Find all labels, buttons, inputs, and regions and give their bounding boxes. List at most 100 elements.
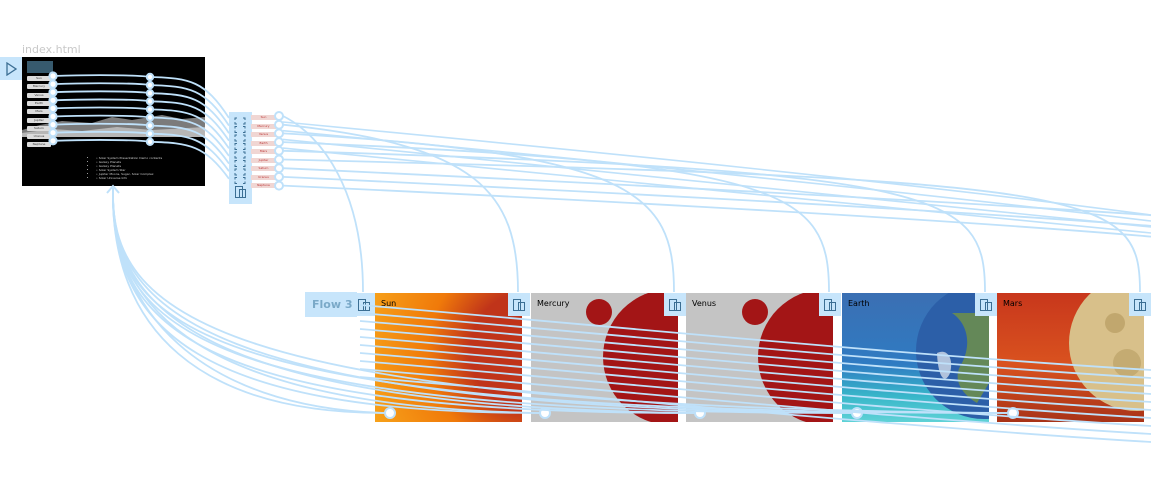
slide-title: Mars — [1003, 299, 1023, 308]
connection-port[interactable] — [274, 137, 284, 148]
index-header-bar — [27, 61, 53, 73]
menu-panel-button[interactable]: Venus — [251, 132, 276, 137]
index-list-item: • Solar System Presentation Demo content… — [96, 156, 162, 160]
planet-graphic — [586, 293, 678, 422]
link-page-icon — [1134, 298, 1146, 311]
arrow-head-icon — [106, 184, 120, 194]
index-menu-button[interactable]: Earth — [27, 100, 51, 106]
connection-port[interactable] — [145, 137, 155, 147]
menu-link-panel[interactable] — [229, 112, 252, 204]
connection-port[interactable] — [48, 79, 58, 89]
connection-wire — [282, 184, 1151, 238]
index-menu-button[interactable]: Uranus — [27, 134, 51, 140]
menu-panel-button[interactable]: Mercury — [251, 123, 276, 129]
index-menu-button[interactable]: Mercury — [27, 84, 51, 90]
connection-port[interactable] — [48, 103, 58, 114]
slide-link-button[interactable] — [508, 293, 530, 316]
index-menu-button[interactable]: Mars — [27, 109, 51, 115]
connection-wire — [112, 187, 695, 414]
play-button[interactable] — [0, 57, 22, 80]
index-menu-button[interactable]: Venus — [27, 92, 51, 98]
connection-port[interactable] — [48, 111, 58, 122]
slide-venus[interactable]: Venus — [686, 293, 833, 422]
connection-wire — [282, 129, 1151, 222]
index-list-item: • Galaxy Planets — [96, 160, 162, 164]
menu-panel-button[interactable]: Mars — [251, 149, 276, 154]
connection-wire — [112, 187, 1008, 414]
slide-link-button[interactable] — [1129, 293, 1151, 316]
connection-wire — [112, 187, 1008, 414]
connection-wire — [359, 304, 1151, 371]
connection-port[interactable] — [145, 113, 155, 122]
index-content-list: • Solar System Presentation Demo content… — [92, 156, 162, 180]
index-menu-button[interactable]: Saturn — [27, 125, 51, 131]
connection-port[interactable] — [145, 121, 155, 130]
menu-panel-button[interactable]: Earth — [251, 140, 276, 146]
connection-port[interactable] — [274, 128, 284, 139]
slide-title: Venus — [692, 299, 717, 308]
connection-wire — [359, 328, 1151, 395]
slide-link-button[interactable] — [664, 293, 686, 316]
connection-port[interactable] — [145, 89, 155, 98]
connection-port[interactable] — [274, 119, 284, 130]
connection-wire — [359, 360, 1151, 427]
connection-wire — [282, 158, 1141, 293]
menu-panel-button[interactable]: Neptune — [251, 183, 276, 188]
connection-wire — [52, 139, 230, 180]
connection-wire — [359, 368, 1151, 435]
connection-wire — [359, 336, 1151, 403]
connection-wire — [282, 176, 1151, 227]
connection-wire — [359, 376, 1151, 443]
index-list-item: • Solar Universe Info — [96, 176, 162, 180]
slide-title: Mercury — [537, 299, 570, 308]
index-list-item: • Galaxy Planets — [96, 164, 162, 168]
connection-port[interactable] — [48, 95, 58, 105]
slide-link-button[interactable] — [819, 293, 841, 316]
connection-wire — [112, 187, 695, 414]
connection-wire — [282, 123, 519, 293]
connection-wire — [359, 352, 1151, 419]
connection-port[interactable] — [145, 72, 155, 82]
connection-port[interactable] — [145, 80, 155, 90]
menu-panel-button[interactable]: Saturn — [251, 166, 276, 171]
connection-port[interactable] — [274, 111, 284, 121]
connection-port[interactable] — [274, 163, 284, 174]
menu-panel-button[interactable]: Jupiter — [251, 157, 276, 163]
link-page-icon — [824, 298, 836, 311]
connection-wire — [282, 141, 830, 293]
connection-port[interactable] — [145, 97, 155, 106]
slide-title: Sun — [381, 299, 397, 308]
connection-port[interactable] — [48, 71, 58, 81]
menu-panel-button[interactable]: Uranus — [251, 174, 276, 180]
index-menu-button[interactable]: Jupiter — [27, 117, 51, 123]
play-icon — [6, 61, 17, 76]
index-menu-button[interactable]: Neptune — [27, 142, 51, 148]
connection-port[interactable] — [274, 180, 284, 191]
connection-wire — [282, 147, 1151, 234]
slide-title: Earth — [848, 299, 870, 308]
slide-link-button[interactable] — [975, 293, 997, 316]
connection-port[interactable] — [48, 87, 58, 97]
index-list-item: • Solar System Star — [96, 168, 162, 172]
connection-wire — [359, 320, 1151, 387]
link-page-icon — [669, 298, 681, 311]
connection-wire — [359, 344, 1151, 411]
connection-wire — [282, 115, 364, 293]
index-menu-button[interactable]: Sun — [27, 76, 51, 81]
link-target-icons — [234, 117, 246, 198]
connection-port[interactable] — [145, 129, 155, 138]
menu-panel-button[interactable]: Sun — [251, 115, 276, 120]
connection-port[interactable] — [48, 128, 58, 138]
connection-port[interactable] — [48, 120, 58, 130]
flow-label: Flow 3 — [305, 292, 357, 317]
connection-wire — [359, 312, 1151, 379]
connection-port[interactable] — [384, 407, 396, 419]
connection-port[interactable] — [145, 105, 155, 114]
connection-wire — [282, 121, 1151, 216]
link-page-icon — [980, 298, 992, 311]
connection-port[interactable] — [274, 171, 284, 182]
connection-port[interactable] — [274, 154, 284, 165]
connection-port[interactable] — [274, 145, 284, 156]
connection-port[interactable] — [48, 136, 58, 146]
